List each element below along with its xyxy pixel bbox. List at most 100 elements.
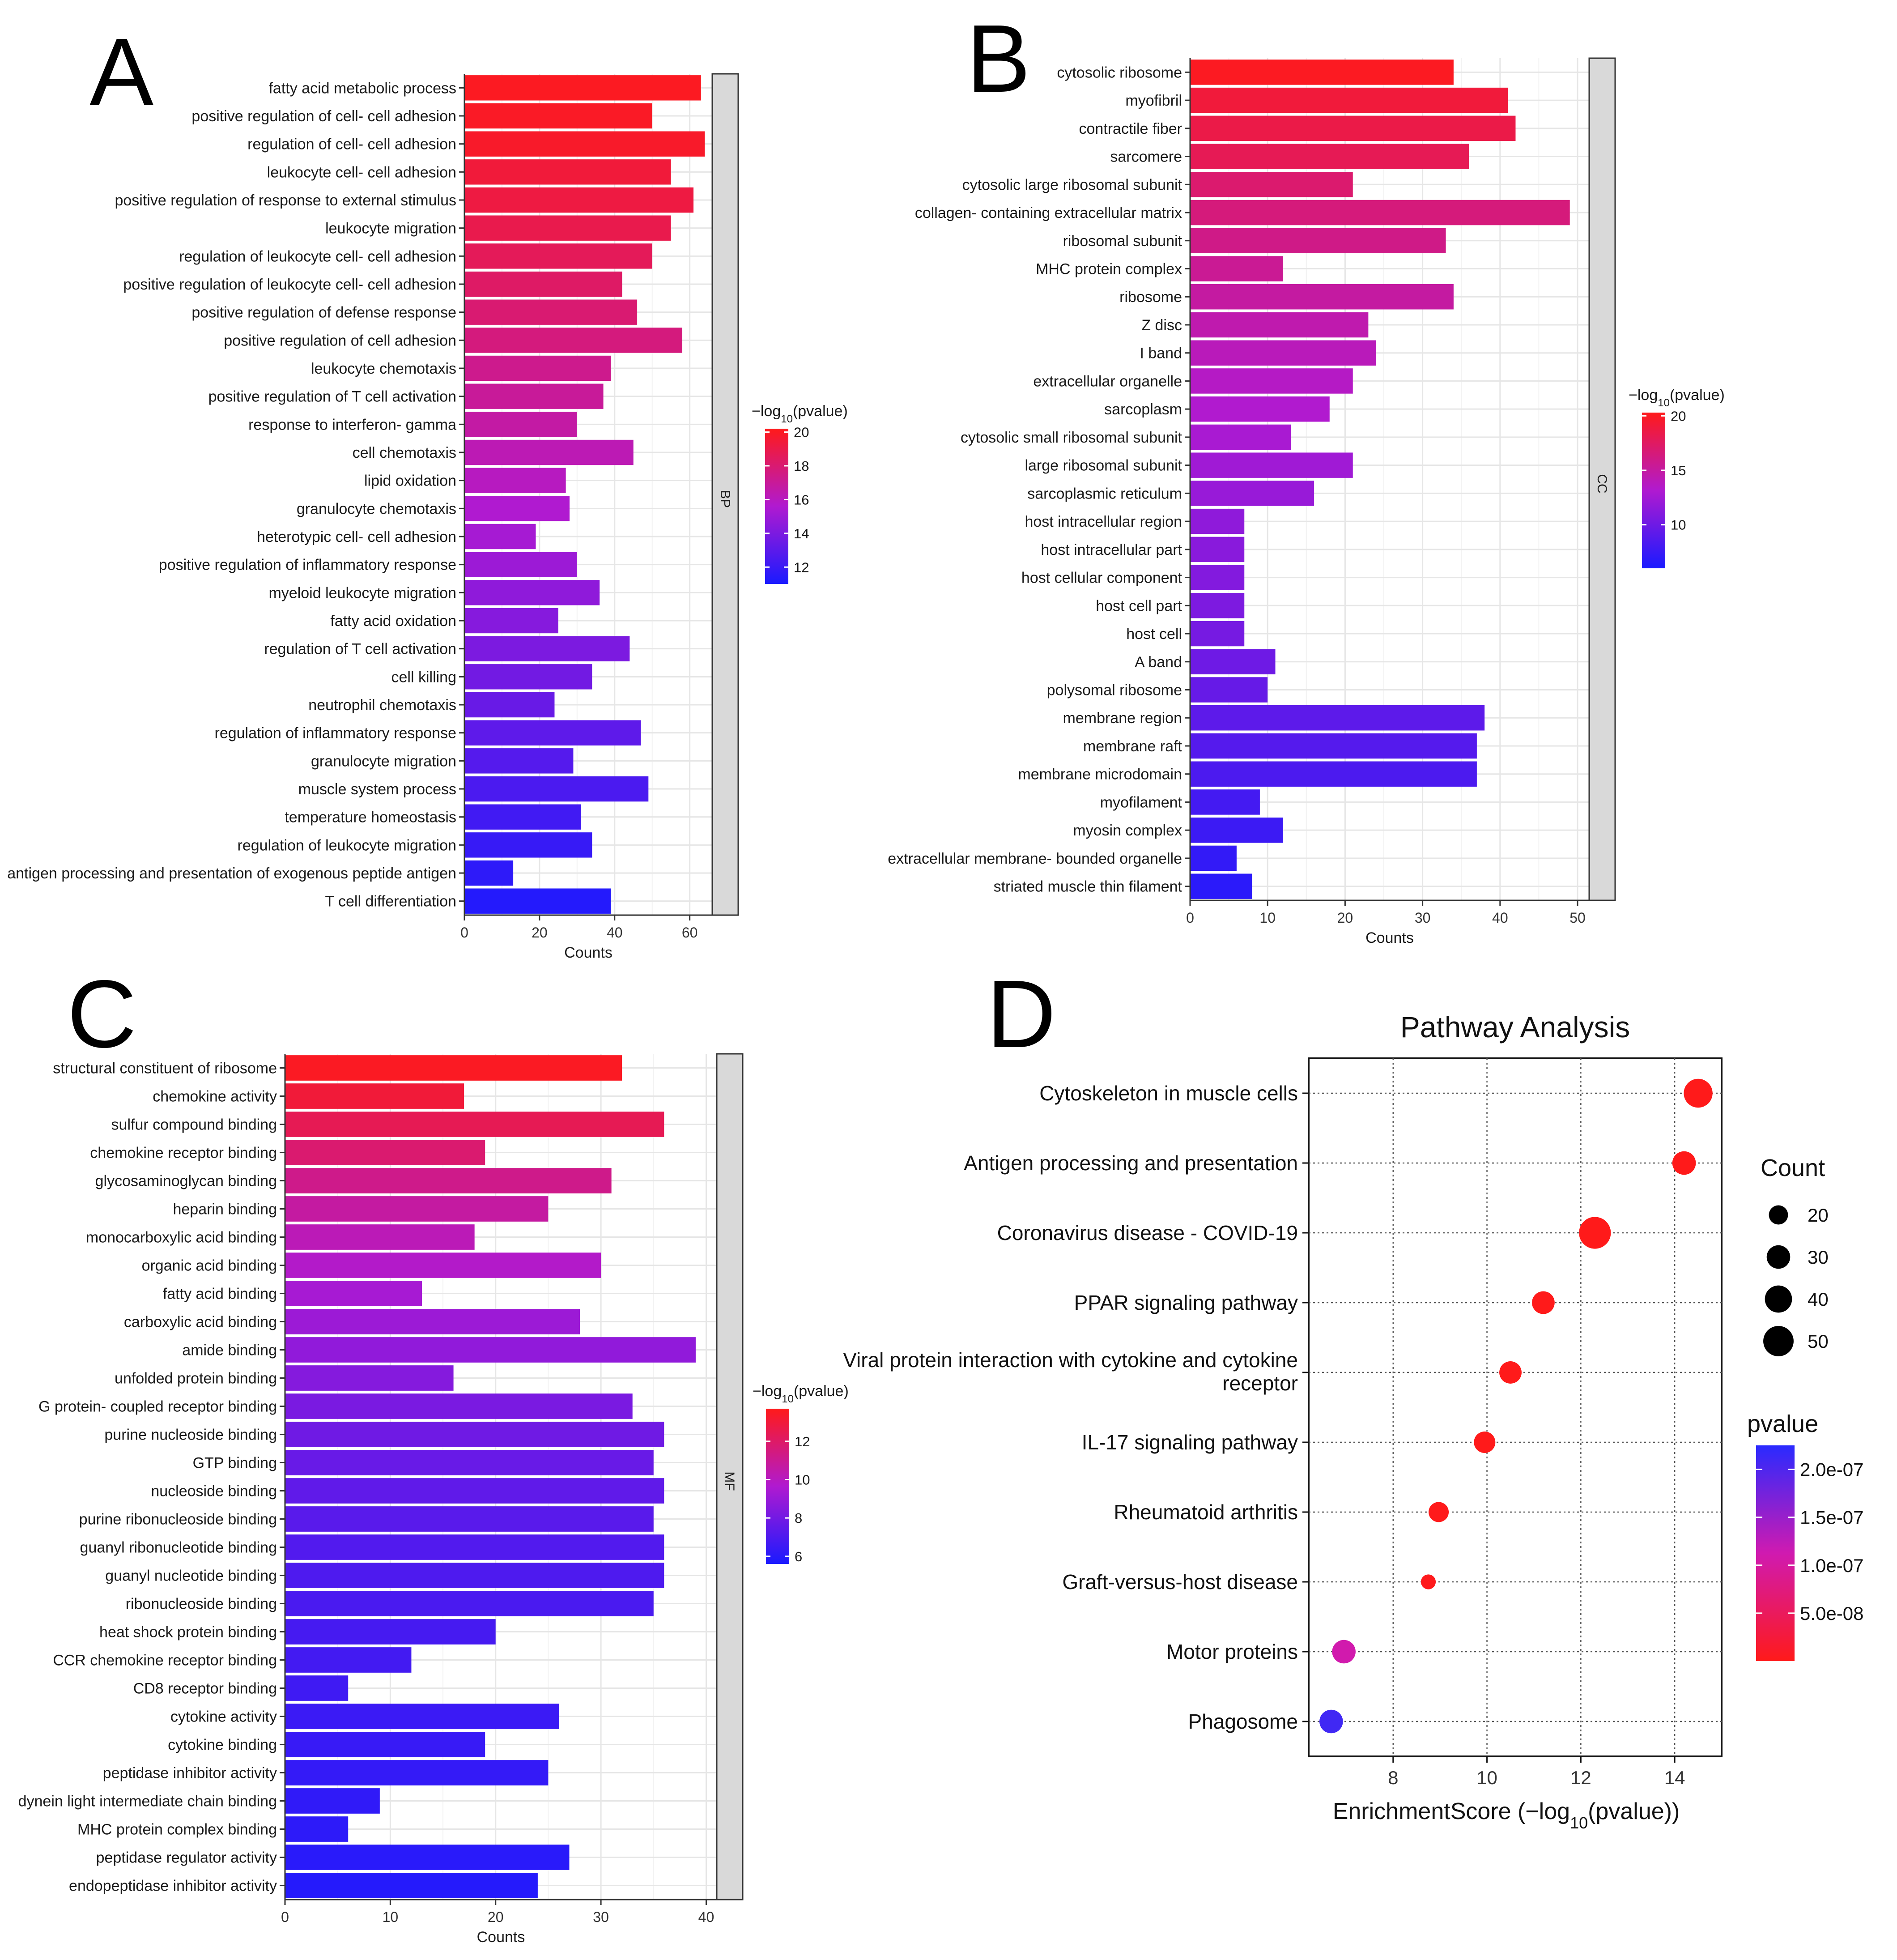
category-label: guanyl nucleotide binding bbox=[105, 1568, 277, 1585]
legend-tick-label: 12 bbox=[795, 1434, 810, 1449]
facet-label: MF bbox=[722, 1471, 737, 1491]
category-label: cytokine binding bbox=[168, 1737, 277, 1754]
data-point bbox=[1532, 1291, 1555, 1314]
category-label: organic acid binding bbox=[142, 1257, 277, 1274]
legend-title-subscript: 10 bbox=[781, 413, 793, 425]
category-label: amide binding bbox=[182, 1342, 277, 1359]
category-label: antigen processing and presentation of e… bbox=[7, 865, 456, 882]
category-label: chemokine receptor binding bbox=[90, 1145, 277, 1162]
category-label: Phagosome bbox=[1188, 1710, 1298, 1733]
x-axis-title-subscript: 10 bbox=[1570, 1814, 1588, 1832]
category-label: Cytoskeleton in muscle cells bbox=[1039, 1082, 1298, 1105]
category-label: heat shock protein binding bbox=[99, 1624, 277, 1641]
legend-tick-label: 6 bbox=[795, 1549, 802, 1564]
panel-a: A fatty acid metabolic process positive r… bbox=[7, 18, 848, 961]
category-label: Viral protein interaction with cytokine … bbox=[843, 1348, 1298, 1372]
bar bbox=[285, 1647, 412, 1673]
bar bbox=[1190, 368, 1353, 394]
bar bbox=[1190, 508, 1245, 534]
data-point bbox=[1499, 1361, 1522, 1384]
bar bbox=[1190, 340, 1376, 366]
bar bbox=[285, 1563, 664, 1588]
category-label: fatty acid binding bbox=[163, 1286, 277, 1303]
bar bbox=[285, 1591, 654, 1616]
x-tick-label: 8 bbox=[1388, 1767, 1398, 1788]
category-label: heparin binding bbox=[173, 1201, 277, 1218]
data-point bbox=[1684, 1078, 1713, 1108]
bar bbox=[464, 748, 574, 774]
bar bbox=[464, 271, 622, 297]
category-label: sarcomere bbox=[1110, 149, 1182, 166]
bar bbox=[285, 1365, 454, 1391]
legend-title: −log10(pvalue) bbox=[1629, 387, 1725, 409]
legend-title-subscript: 10 bbox=[1658, 397, 1670, 409]
x-tick-label: 10 bbox=[1476, 1767, 1497, 1788]
category-label: positive regulation of cell- cell adhesi… bbox=[191, 108, 456, 125]
bar bbox=[1190, 621, 1245, 647]
category-label: positive regulation of cell adhesion bbox=[224, 332, 456, 349]
category-label: Coronavirus disease - COVID-19 bbox=[997, 1221, 1298, 1244]
bar bbox=[1190, 115, 1516, 141]
legend-colorbar bbox=[765, 429, 788, 584]
category-label: host cell bbox=[1126, 626, 1182, 643]
category-label: positive regulation of response to exter… bbox=[115, 192, 456, 209]
x-tick-label: 20 bbox=[488, 1909, 504, 1925]
category-label: Rheumatoid arthritis bbox=[1114, 1500, 1298, 1524]
x-tick-label: 50 bbox=[1569, 910, 1586, 926]
data-point bbox=[1579, 1217, 1611, 1249]
category-label-line-2: receptor bbox=[1222, 1372, 1298, 1395]
bar bbox=[1190, 817, 1283, 843]
bar bbox=[1190, 396, 1330, 422]
bar bbox=[464, 664, 592, 690]
x-tick-label: 12 bbox=[1570, 1767, 1591, 1788]
bar bbox=[285, 1281, 422, 1306]
bar bbox=[464, 215, 671, 241]
bar bbox=[1190, 873, 1252, 899]
category-label: CD8 receptor binding bbox=[133, 1680, 277, 1697]
data-point bbox=[1421, 1574, 1436, 1589]
category-label: peptidase inhibitor activity bbox=[103, 1765, 277, 1782]
x-tick-label: 0 bbox=[281, 1909, 289, 1925]
bar bbox=[464, 412, 577, 437]
color-legend-tick-label: 5.0e-08 bbox=[1800, 1603, 1863, 1624]
category-label: myofibril bbox=[1125, 92, 1182, 109]
data-point bbox=[1672, 1151, 1696, 1175]
category-label: regulation of cell- cell adhesion bbox=[247, 136, 456, 153]
x-tick-label: 30 bbox=[593, 1909, 609, 1925]
bar bbox=[285, 1140, 485, 1165]
bar bbox=[285, 1309, 580, 1334]
legend-title: −log10(pvalue) bbox=[753, 1383, 849, 1405]
bar bbox=[1190, 172, 1353, 197]
panel-letter-c: C bbox=[67, 960, 136, 1068]
category-label: host intracellular part bbox=[1041, 541, 1182, 558]
bar bbox=[1190, 593, 1245, 618]
x-tick-label: 0 bbox=[1186, 910, 1194, 926]
panel-letter-a: A bbox=[89, 18, 153, 126]
facet-strip bbox=[1588, 57, 1616, 901]
bar bbox=[464, 580, 600, 605]
category-label: Graft-versus-host disease bbox=[1062, 1570, 1298, 1594]
x-tick-label: 10 bbox=[1259, 910, 1276, 926]
category-label: lipid oxidation bbox=[364, 473, 456, 490]
panel-d-plot: Pathway Analysis Cytoskeleton in muscle c… bbox=[843, 1010, 1863, 1832]
legend-tick-label: 8 bbox=[795, 1510, 802, 1526]
bar bbox=[285, 1816, 349, 1842]
bar bbox=[1190, 256, 1283, 281]
category-label: fatty acid metabolic process bbox=[268, 80, 456, 97]
plot-border bbox=[1308, 1057, 1723, 1757]
category-label: host cell part bbox=[1096, 597, 1182, 614]
category-label: host cellular component bbox=[1021, 570, 1182, 587]
legend-title-subscript: 10 bbox=[782, 1393, 794, 1405]
bar bbox=[1190, 284, 1454, 310]
size-legend-label: 30 bbox=[1808, 1247, 1829, 1268]
bar bbox=[464, 103, 652, 129]
bar bbox=[285, 1478, 664, 1504]
panel-letter-b: B bbox=[966, 4, 1030, 112]
legend-tick-label: 18 bbox=[794, 458, 809, 474]
bar bbox=[464, 468, 566, 493]
bar bbox=[464, 328, 682, 353]
category-label: collagen- containing extracellular matri… bbox=[915, 205, 1182, 222]
x-tick-label: 20 bbox=[1337, 910, 1353, 926]
bar bbox=[464, 832, 592, 858]
